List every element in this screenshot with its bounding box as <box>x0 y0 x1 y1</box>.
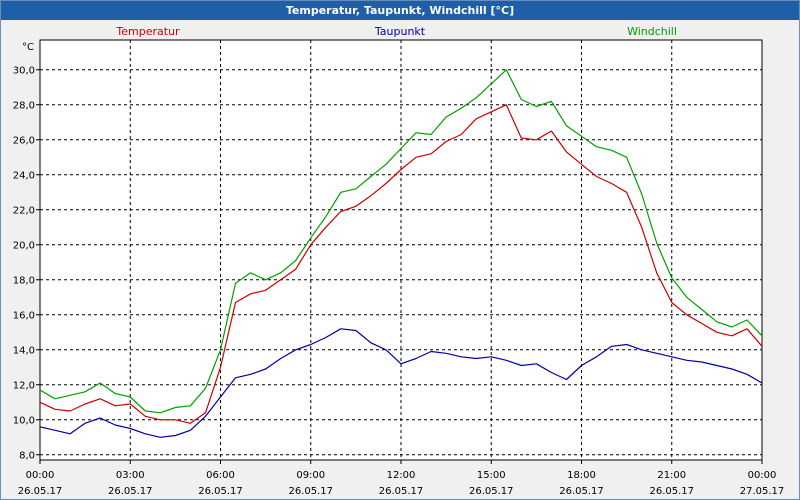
y-tick-label: 10,0 <box>13 415 35 426</box>
series-line-windchill <box>39 69 763 414</box>
x-tick-time: 15:00 <box>477 470 506 481</box>
x-tick-time: 18:00 <box>567 470 596 481</box>
x-tick-date: 27.05.17 <box>740 486 785 497</box>
y-tick-label: 28,0 <box>13 100 35 111</box>
series-lines <box>39 69 763 438</box>
x-tick-time: 06:00 <box>206 470 235 481</box>
x-tick-date: 26.05.17 <box>559 486 604 497</box>
y-tick-label: 18,0 <box>13 275 35 286</box>
x-tick-time: 00:00 <box>748 470 777 481</box>
x-tick-date: 26.05.17 <box>18 486 63 497</box>
y-tick-label: 22,0 <box>13 205 35 216</box>
y-tick-label: 26,0 <box>13 135 35 146</box>
x-axis-ticks: 00:00 26.05.17 03:00 26.05.17 06:00 26.05.17 0… <box>18 460 785 497</box>
y-tick-label: 12,0 <box>13 380 35 391</box>
x-tick-date: 26.05.17 <box>379 486 424 497</box>
x-tick-date: 26.05.17 <box>469 486 514 497</box>
legend-windchill: Windchill <box>627 25 677 38</box>
y-tick-label: 14,0 <box>13 345 35 356</box>
x-tick-time: 12:00 <box>387 470 416 481</box>
legend: Temperatur Taupunkt Windchill <box>115 25 677 38</box>
series-line-taupunkt <box>39 328 763 438</box>
x-tick-date: 26.05.17 <box>108 486 153 497</box>
x-tick-date: 26.05.17 <box>198 486 243 497</box>
y-tick-label: 20,0 <box>13 240 35 251</box>
x-tick-time: 09:00 <box>296 470 325 481</box>
y-tick-label: 8,0 <box>19 450 35 461</box>
series-line-temperatur <box>39 104 763 424</box>
y-axis-unit: °C <box>22 42 34 53</box>
legend-taupunkt: Taupunkt <box>374 25 426 38</box>
x-tick-time: 03:00 <box>116 470 145 481</box>
gridlines <box>40 40 762 460</box>
x-tick-time: 00:00 <box>26 470 55 481</box>
y-tick-label: 24,0 <box>13 170 35 181</box>
window-title: Temperatur, Taupunkt, Windchill [°C] <box>1 1 799 20</box>
x-tick-date: 26.05.17 <box>288 486 333 497</box>
x-tick-time: 21:00 <box>657 470 686 481</box>
y-tick-label: 16,0 <box>13 310 35 321</box>
y-axis-ticks: 8,0 10,0 12,0 14,0 16,0 18,0 20,0 22,0 24,0 26,0 2… <box>13 65 40 461</box>
x-tick-date: 26.05.17 <box>649 486 694 497</box>
legend-temperatur: Temperatur <box>115 25 180 38</box>
y-tick-label: 30,0 <box>13 65 35 76</box>
